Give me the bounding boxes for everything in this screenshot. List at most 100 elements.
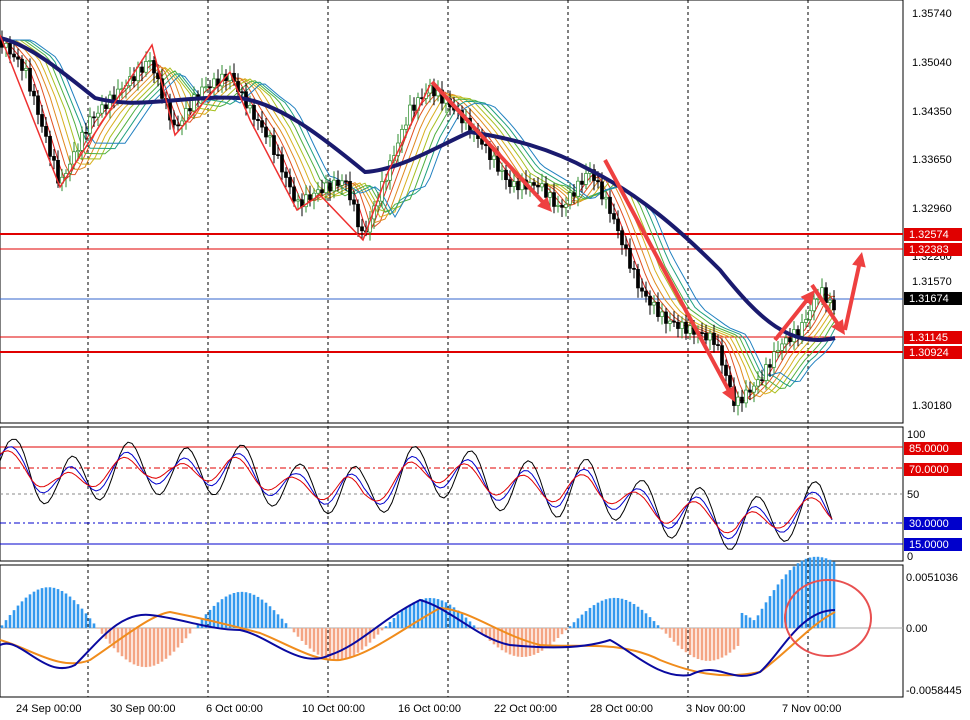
candle-body: [561, 205, 564, 207]
macd-bar: [145, 628, 148, 667]
macd-bar: [237, 592, 240, 628]
macd-bar: [573, 622, 576, 628]
candle-body: [45, 126, 48, 136]
macd-bar: [829, 560, 832, 628]
candle-body: [329, 183, 332, 191]
macd-bar: [777, 584, 780, 628]
macd-bar: [537, 628, 540, 653]
macd-bar: [61, 591, 64, 628]
macd-bar: [569, 626, 572, 628]
macd-bar: [65, 593, 68, 628]
candle-body: [545, 184, 548, 198]
macd-bar: [513, 628, 516, 656]
macd-bar: [797, 563, 800, 628]
candle-body: [309, 195, 312, 200]
candle-body: [637, 269, 640, 288]
macd-bar: [397, 614, 400, 628]
macd-bar: [89, 618, 92, 628]
candle-body: [321, 190, 324, 193]
macd-bar: [641, 610, 644, 628]
time-tick: 16 Oct 00:00: [398, 703, 461, 715]
macd-bar: [37, 590, 40, 628]
candle-body: [665, 312, 668, 323]
macd-bar: [229, 594, 232, 628]
macd-bar: [377, 628, 380, 635]
candle-body: [189, 108, 192, 110]
candle-body: [497, 156, 500, 171]
price-panel[interactable]: [0, 0, 903, 423]
macd-bar: [161, 628, 164, 662]
macd-bar: [417, 600, 420, 628]
candle-body: [29, 68, 32, 91]
candle-body: [609, 197, 612, 213]
macd-bar: [385, 626, 388, 628]
macd-bar: [9, 615, 12, 628]
candle-body: [597, 181, 600, 182]
time-tick: 22 Oct 00:00: [494, 703, 557, 715]
candle-body: [805, 320, 808, 323]
price-tick: 1.31570: [912, 276, 952, 288]
price-tick: 1.34350: [912, 106, 952, 118]
macd-bar: [281, 619, 284, 628]
macd-bar: [81, 609, 84, 628]
candle-body: [505, 170, 508, 179]
macd-bar: [149, 628, 152, 667]
macd-bar: [133, 628, 136, 664]
macd-bar: [729, 628, 732, 653]
macd-panel[interactable]: [0, 565, 903, 697]
macd-bar: [285, 623, 288, 628]
macd-bar: [437, 599, 440, 628]
osc-level-label: 85.0000: [909, 443, 949, 455]
macd-bar: [509, 628, 512, 654]
candle-body: [501, 170, 504, 171]
macd-bar: [177, 628, 180, 647]
candle-body: [825, 288, 828, 303]
candle-body: [581, 181, 584, 184]
macd-bar: [33, 592, 36, 628]
candle-body: [241, 92, 244, 93]
candle-body: [293, 187, 296, 201]
candle-body: [9, 43, 12, 54]
macd-bar: [617, 598, 620, 628]
macd-bar: [381, 628, 384, 630]
macd-bar: [405, 607, 408, 628]
candle-body: [761, 380, 764, 381]
macd-bar: [769, 596, 772, 628]
macd-bar: [57, 589, 60, 628]
macd-bar: [185, 628, 188, 638]
candle-body: [641, 288, 644, 291]
candle-body: [833, 300, 836, 310]
macd-bar: [165, 628, 168, 659]
macd-bar: [121, 628, 124, 656]
macd-bar: [597, 603, 600, 628]
candle-body: [105, 105, 108, 109]
candle-body: [273, 136, 276, 155]
macd-bar: [693, 628, 696, 657]
macd-bar: [137, 628, 140, 666]
candle-body: [685, 322, 688, 333]
macd-bar: [217, 602, 220, 628]
macd-bar: [817, 557, 820, 628]
candle-body: [317, 190, 320, 193]
candle-body: [89, 117, 92, 133]
candle-body: [285, 172, 288, 177]
candle-body: [325, 183, 328, 193]
macd-bar: [261, 600, 264, 628]
macd-bar: [629, 602, 632, 628]
macd-bar: [209, 610, 212, 628]
macd-bar: [649, 617, 652, 628]
macd-bar: [533, 628, 536, 655]
macd-bar: [689, 628, 692, 655]
candle-body: [25, 68, 28, 70]
candle-body: [661, 312, 664, 317]
candle-body: [253, 105, 256, 119]
macd-bar: [657, 625, 660, 628]
macd-bar: [821, 557, 824, 628]
candle-body: [149, 60, 152, 61]
candle-body: [353, 200, 356, 204]
candle-body: [657, 302, 660, 316]
time-tick: 24 Sep 00:00: [16, 703, 81, 715]
candle-body: [801, 323, 804, 337]
candle-body: [517, 181, 520, 189]
